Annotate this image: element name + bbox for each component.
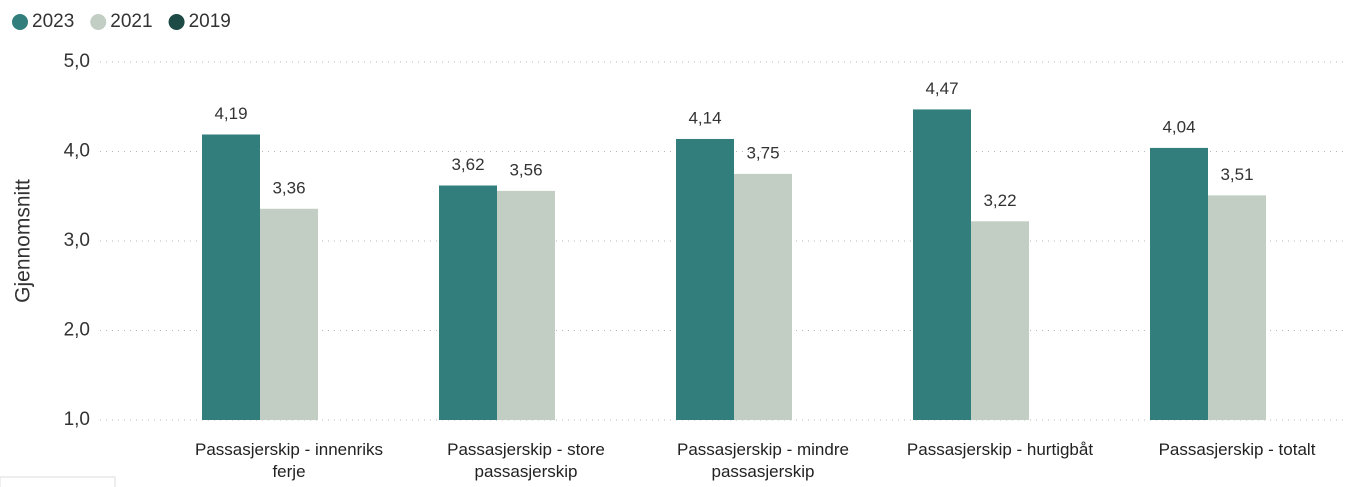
bar (497, 190, 555, 420)
y-tick-label: 4,0 (64, 141, 90, 162)
bar (260, 208, 318, 420)
data-label: 3,36 (272, 178, 305, 197)
data-label: 3,75 (746, 143, 779, 162)
data-label: 4,19 (214, 104, 247, 123)
legend-marker (168, 14, 185, 30)
scroll-box (0, 476, 116, 487)
bar (676, 138, 734, 420)
bar (913, 109, 971, 420)
legend-label: 2021 (110, 11, 152, 32)
x-tick-label: Passasjerskip - innenriks ferje (194, 440, 383, 481)
data-label: 3,51 (1220, 165, 1253, 184)
data-label: 4,47 (925, 79, 958, 98)
x-tick-label: Passasjerskip - totalt (1158, 440, 1316, 459)
data-label: 3,62 (451, 155, 484, 174)
data-label: 3,56 (509, 160, 542, 179)
bar (439, 185, 497, 420)
data-label: 4,04 (1162, 117, 1195, 136)
legend-label: 2023 (32, 11, 74, 32)
legend-marker (12, 14, 28, 30)
y-tick-label: 5,0 (64, 51, 90, 72)
y-tick-label: 2,0 (64, 320, 90, 341)
legend-marker (90, 14, 107, 30)
bar (1208, 195, 1266, 420)
x-tick-label: Passasjerskip - store passasjerskip (447, 440, 605, 481)
data-label: 3,22 (983, 191, 1016, 210)
y-tick-label: 1,0 (64, 409, 90, 430)
x-tick-label: Passasjerskip - hurtigbåt (906, 440, 1094, 459)
bar (202, 134, 260, 420)
x-tick-label: Passasjerskip - mindre passasjerskip (677, 440, 849, 481)
y-tick-label: 3,0 (64, 230, 90, 251)
bar (971, 221, 1029, 420)
y-axis-title: Gjennomsnitt (12, 179, 35, 303)
legend-label: 2019 (189, 11, 231, 32)
bar (734, 173, 792, 420)
bar (1150, 147, 1208, 421)
data-label: 4,14 (688, 108, 721, 127)
